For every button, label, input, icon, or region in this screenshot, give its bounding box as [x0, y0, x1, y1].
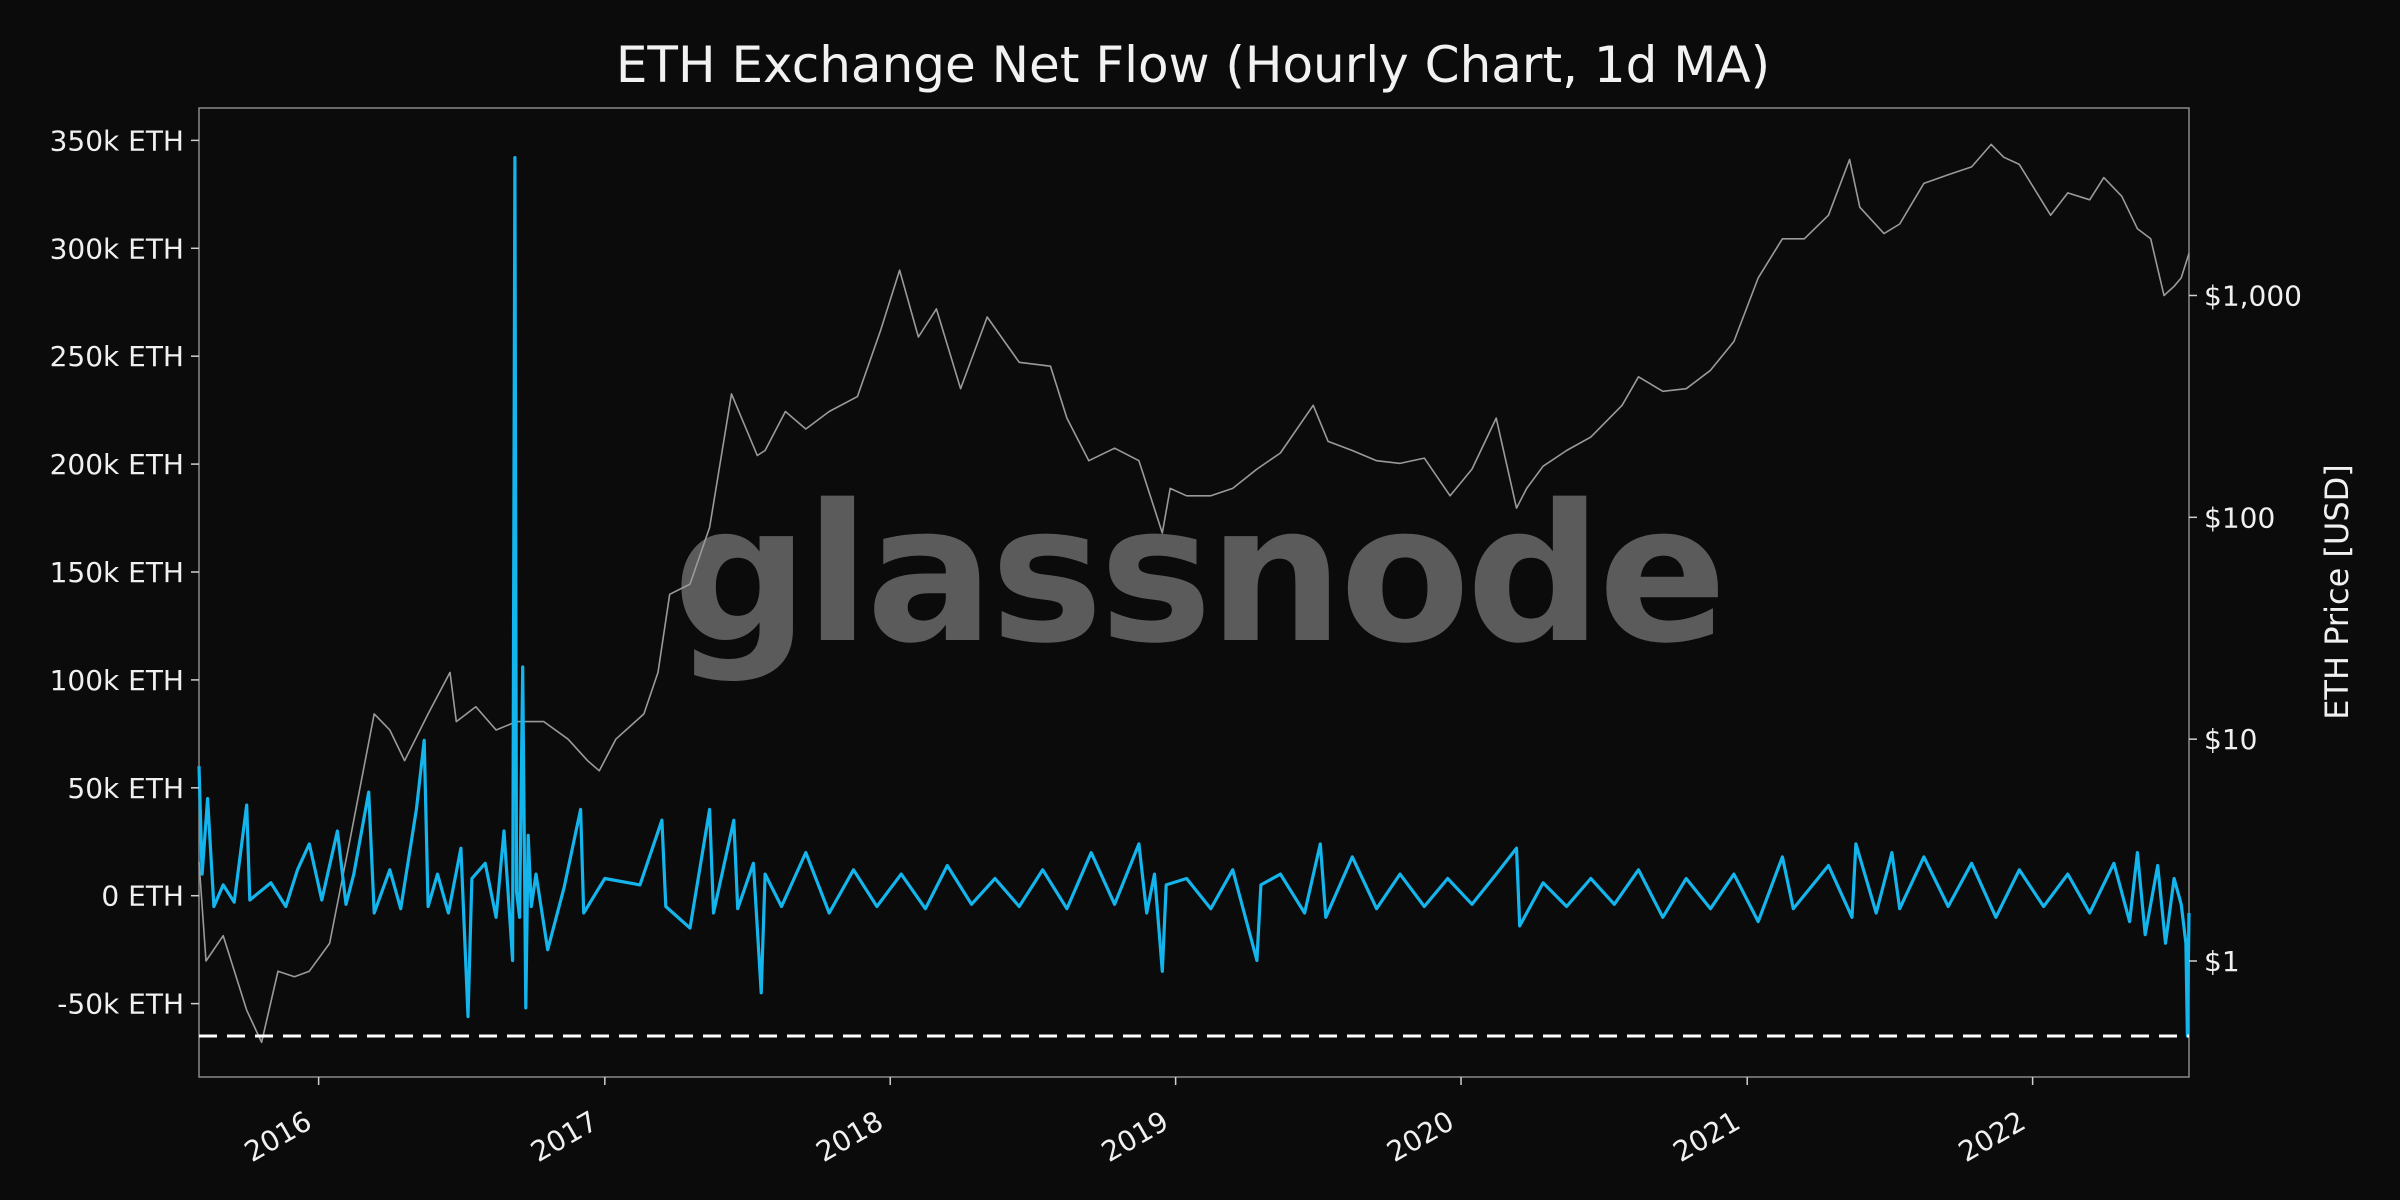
plot-frame	[198, 107, 2190, 1078]
watermark: glassnode	[673, 464, 1723, 685]
left-tick-label: 250k ETH	[50, 340, 184, 373]
net-flow-line	[197, 156, 2191, 1038]
right-tick-label: $1,000	[2204, 279, 2302, 312]
plot-area: glassnode	[197, 107, 2191, 1078]
left-tick-label: 200k ETH	[50, 448, 184, 481]
left-tick-label: 300k ETH	[50, 232, 184, 265]
price-line	[198, 143, 2190, 1044]
right-axis-label: ETH Price [USD]	[2318, 464, 2356, 720]
right-tick-label: $100	[2204, 501, 2275, 534]
right-axis-ticks: $1 $10 $100 $1,000	[2189, 279, 2302, 978]
price-series	[198, 143, 2190, 1044]
left-tick-label: 350k ETH	[50, 124, 184, 157]
left-tick-label: 150k ETH	[50, 556, 184, 589]
left-axis-ticks: 350k ETH 300k ETH 250k ETH 200k ETH 150k ETH…	[50, 124, 199, 1021]
right-tick-label: $10	[2204, 723, 2257, 756]
left-tick-label: 0 ETH	[101, 880, 184, 913]
left-tick-label: 50k ETH	[67, 772, 184, 805]
right-tick-label: $1	[2204, 945, 2240, 978]
chart-title: ETH Exchange Net Flow (Hourly Chart, 1d …	[616, 36, 1770, 94]
left-tick-label: -50k ETH	[57, 988, 184, 1021]
left-tick-label: 100k ETH	[50, 664, 184, 697]
net-flow-series	[197, 156, 2191, 1038]
